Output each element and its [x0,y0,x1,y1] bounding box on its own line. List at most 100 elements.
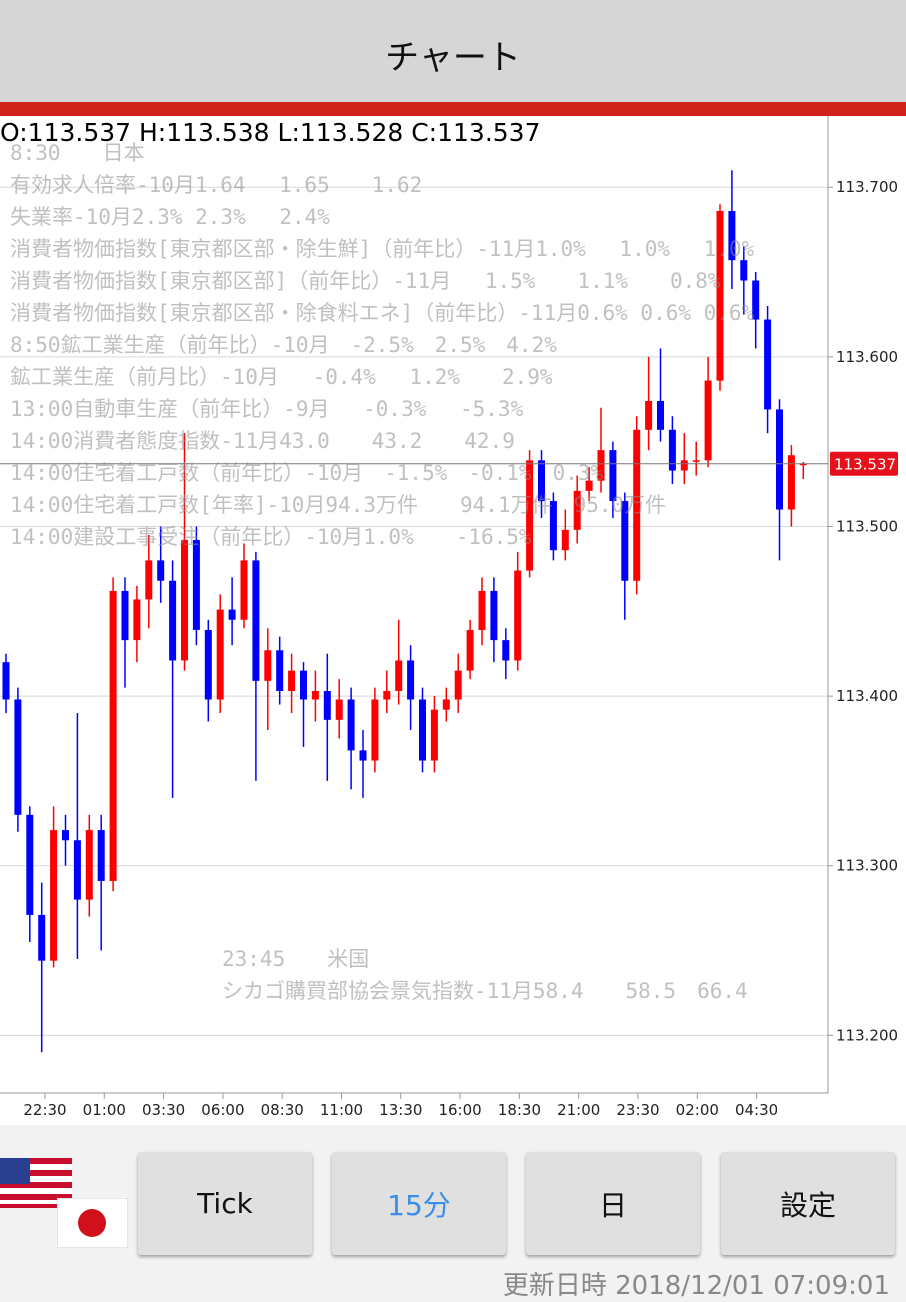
candle-body [657,400,664,430]
candle-body [454,670,462,700]
x-tick-label: 13:30 [379,1101,422,1119]
candle-body [62,830,69,841]
header-title: チャート [385,38,521,78]
candle-body [573,490,581,530]
candle-body [395,660,403,692]
candle-body [145,560,153,600]
candle-body [430,709,438,761]
candle-body [323,691,331,720]
candle-body [26,814,34,915]
news-us-line: シカゴ購買部協会景気指数-11月58.4 58.5 66.4 [222,979,748,1003]
candle-body [276,650,284,692]
candle-body [502,640,510,661]
candle-body [609,450,617,502]
candle-body [668,429,676,471]
candle-body [383,691,391,700]
candle-body [633,429,641,581]
15min-button[interactable]: 15分 [332,1152,506,1255]
jp-flag[interactable] [57,1198,128,1248]
last-price-label: 113.537 [834,456,896,474]
news-line: 有効求人倍率-10月1.64 1.65 1.62 [10,173,422,197]
chart: 113.200 113.300 113.400 113.500 113.600 113.7… [0,116,906,1125]
candle-body [466,629,474,671]
candle-body [73,840,81,900]
candle-body [240,560,248,620]
news-line: 8:50鉱工業生産（前年比）-10月 -2.5% 2.5% 4.2% [10,333,557,357]
x-tick-label: 23:30 [616,1101,659,1119]
y-tick-label: 113.600 [836,348,898,366]
candle-body [14,699,22,815]
candle-body [514,570,522,661]
day-button[interactable]: 日 [526,1152,700,1255]
x-tick-label: 03:30 [142,1101,185,1119]
news-line: 失業率-10月2.3% 2.3% 2.4% [10,205,330,229]
news-line: 消費者物価指数[東京都区部・除生鮮]（前年比）-11月1.0% 1.0% 1.0… [10,237,755,261]
candle-body [419,699,426,761]
candle-body [692,460,700,462]
news-line: 14:00建設工事受注（前年比）-10月1.0% -16.5% [10,525,532,549]
news-line: 鉱工業生産（前月比）-10月 -0.4% 1.2% 2.9% [10,365,553,389]
candle-body [740,260,748,281]
x-axis-area [0,1093,828,1125]
news-line: 13:00自動車生産（前年比）-9月 -0.3% -5.3% [10,397,524,421]
x-tick-label: 18:30 [498,1101,541,1119]
candle-body [133,599,141,641]
candle-body [776,409,783,510]
candle-body [645,400,653,430]
ohlc-text: O:113.537 H:113.538 L:113.528 C:113.537 [0,118,540,147]
last-price-box [830,451,898,476]
accent-bar [0,102,906,116]
candle-body [621,501,629,581]
x-tick-label: 22:30 [23,1101,66,1119]
x-tick-label: 21:00 [557,1101,600,1119]
candle-body [181,540,188,661]
candle-body [311,691,319,700]
candle-body [264,650,272,681]
tick-button[interactable]: Tick [138,1152,312,1255]
candle-body [728,210,736,261]
us-flag[interactable] [0,1158,72,1208]
candle-body [335,699,343,720]
x-tick-label: 01:00 [83,1101,126,1119]
x-tick-label: 11:00 [320,1101,363,1119]
candle-body [752,280,760,320]
header: チャート [0,0,906,102]
candle-body [252,560,260,681]
y-tick-label: 113.300 [836,857,898,875]
candle-body [597,450,605,481]
news-line: 8:30 日本 [10,141,145,165]
y-tick-label: 113.500 [836,517,898,535]
x-tick-label: 04:30 [735,1101,778,1119]
candle-body [526,460,534,571]
news-line: 消費者物価指数[東京都区部]（前年比）-11月 1.5% 1.1% 0.8% [10,269,721,293]
candle-body [38,914,46,961]
candle-body [799,463,807,466]
candle-body [85,830,93,900]
update-time: 更新日時 2018/12/01 07:09:01 [502,1271,890,1301]
news-line: 14:00住宅着工戸数[年率]-10月94.3万件 94.1万件 95.0万件 [10,493,666,517]
candle-body [192,540,200,630]
candle-body [97,830,105,881]
x-tick-label: 02:00 [676,1101,719,1119]
candle-body [371,699,379,761]
candle-body [347,699,355,751]
candle-body [764,319,772,410]
x-tick-label: 16:00 [438,1101,481,1119]
candle-body [478,590,486,630]
candle-body [490,590,498,641]
axis-area [828,116,906,1125]
news-line: 14:00消費者態度指数-11月43.0 43.2 42.9 [10,429,515,453]
x-tick-label: 06:00 [201,1101,244,1119]
settings-button[interactable]: 設定 [721,1152,895,1255]
candle-body [704,380,712,461]
candle-body [585,480,593,491]
candle-body [716,210,724,381]
candle-body [288,670,296,692]
candle-body [121,590,129,641]
x-tick-label: 08:30 [261,1101,304,1119]
candle-body [407,660,415,700]
candle-body [157,560,165,581]
candle-body [109,590,117,881]
candle-body [204,629,212,700]
